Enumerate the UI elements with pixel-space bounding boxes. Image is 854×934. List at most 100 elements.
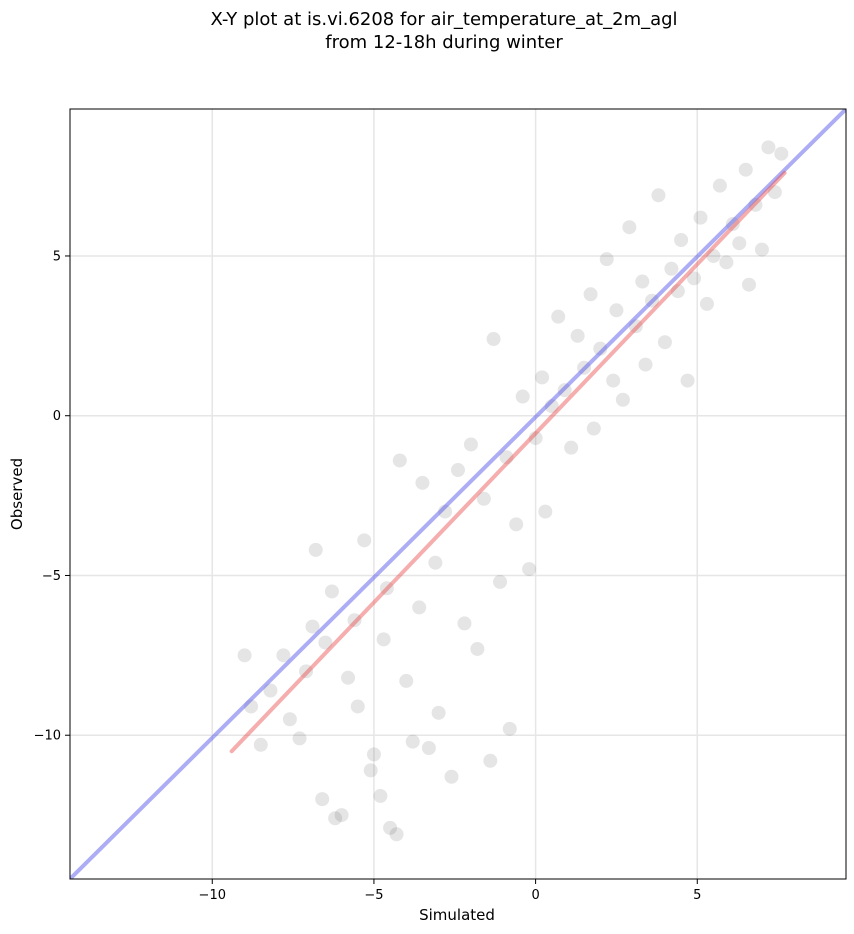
scatter-point xyxy=(528,431,543,446)
one-to-one-line xyxy=(70,109,846,879)
scatter-point xyxy=(292,731,307,746)
scatter-point xyxy=(586,421,601,436)
scatter-point xyxy=(738,162,753,177)
x-tick-label: 5 xyxy=(693,888,701,903)
scatter-point xyxy=(651,188,666,203)
scatter-point xyxy=(282,712,297,727)
scatter-point xyxy=(557,383,572,398)
x-axis-ticks: −10 −5 0 5 xyxy=(199,879,701,903)
scatter-point xyxy=(399,673,414,688)
scatter-point xyxy=(431,705,446,720)
scatter-point xyxy=(622,220,637,235)
scatter-point xyxy=(615,392,630,407)
scatter-point xyxy=(570,328,585,343)
grid-lines xyxy=(70,109,846,879)
x-tick-label: −10 xyxy=(199,888,226,903)
scatter-point xyxy=(347,613,362,628)
scatter-point xyxy=(670,284,685,299)
scatter-point xyxy=(664,261,679,276)
scatter-point xyxy=(276,648,291,663)
y-axis-label: Observed xyxy=(8,458,26,530)
scatter-point xyxy=(308,542,323,557)
scatter-point xyxy=(405,734,420,749)
x-tick-label: 0 xyxy=(531,888,539,903)
scatter-point xyxy=(334,808,349,823)
scatter-point xyxy=(599,252,614,267)
scatter-point xyxy=(428,555,443,570)
scatter-point xyxy=(315,792,330,807)
scatter-point xyxy=(706,248,721,263)
scatter-point xyxy=(645,293,659,308)
scatter-point xyxy=(366,747,381,762)
scatter-point xyxy=(350,699,365,714)
scatter-point xyxy=(470,641,485,656)
y-tick-label: −10 xyxy=(34,729,61,744)
scatter-point xyxy=(376,632,391,647)
scatter-point xyxy=(638,357,653,372)
scatter-point xyxy=(712,178,727,193)
scatter-point xyxy=(305,619,320,634)
scatter-point xyxy=(373,788,388,803)
scatter-point xyxy=(693,210,708,225)
scatter-point xyxy=(742,277,756,292)
scatter-point xyxy=(687,271,702,286)
scatter-point xyxy=(767,185,782,200)
scatter-point xyxy=(732,236,747,251)
scatter-point xyxy=(237,648,252,663)
scatter-point xyxy=(535,370,550,385)
scatter-point xyxy=(421,741,436,756)
reference-lines xyxy=(70,109,846,879)
scatter-point xyxy=(451,463,465,478)
scatter-point xyxy=(515,389,530,404)
scatter-point xyxy=(415,475,430,490)
scatter-point xyxy=(538,504,553,519)
scatter-point xyxy=(328,811,343,826)
scatter-point xyxy=(499,450,514,465)
scatter-point xyxy=(774,146,789,161)
y-axis-ticks: −10 −5 0 5 xyxy=(34,249,70,744)
scatter-point xyxy=(564,440,579,455)
scatter-point xyxy=(725,217,740,232)
scatter-points xyxy=(237,140,789,842)
scatter-point xyxy=(476,491,491,506)
scatter-point xyxy=(412,600,427,615)
scatter-point xyxy=(438,504,453,519)
y-tick-label: −5 xyxy=(42,569,61,584)
scatter-point xyxy=(444,769,459,784)
scatter-point xyxy=(379,581,394,596)
scatter-point xyxy=(761,140,776,155)
scatter-point xyxy=(483,753,498,768)
scatter-point xyxy=(486,332,501,347)
scatter-point xyxy=(522,562,537,577)
scatter-point xyxy=(657,335,672,350)
chart-title: X-Y plot at is.vi.6208 for air_temperatu… xyxy=(210,9,677,30)
x-axis-label: Simulated xyxy=(419,906,495,924)
scatter-point xyxy=(263,683,278,698)
chart-subtitle: from 12-18h during winter xyxy=(325,32,563,53)
scatter-point xyxy=(244,699,259,714)
scatter-point xyxy=(389,827,404,842)
scatter-point xyxy=(609,303,624,318)
scatter-point xyxy=(699,296,714,311)
scatter-point xyxy=(318,635,333,650)
scatter-point xyxy=(583,287,598,302)
scatter-point xyxy=(324,584,339,599)
scatter-point xyxy=(674,232,689,247)
y-tick-label: 0 xyxy=(53,409,61,424)
scatter-point xyxy=(577,360,592,375)
scatter-point xyxy=(457,616,472,631)
scatter-point xyxy=(593,341,608,356)
scatter-point xyxy=(544,399,559,414)
scatter-point xyxy=(253,737,268,752)
scatter-point xyxy=(680,373,695,388)
y-tick-label: 5 xyxy=(53,249,61,264)
scatter-point xyxy=(493,574,508,589)
scatter-point xyxy=(299,664,314,679)
scatter-point xyxy=(748,197,763,212)
scatter-point xyxy=(357,533,372,548)
scatter-point xyxy=(341,670,356,685)
scatter-point xyxy=(754,242,769,257)
scatter-point xyxy=(606,373,621,388)
